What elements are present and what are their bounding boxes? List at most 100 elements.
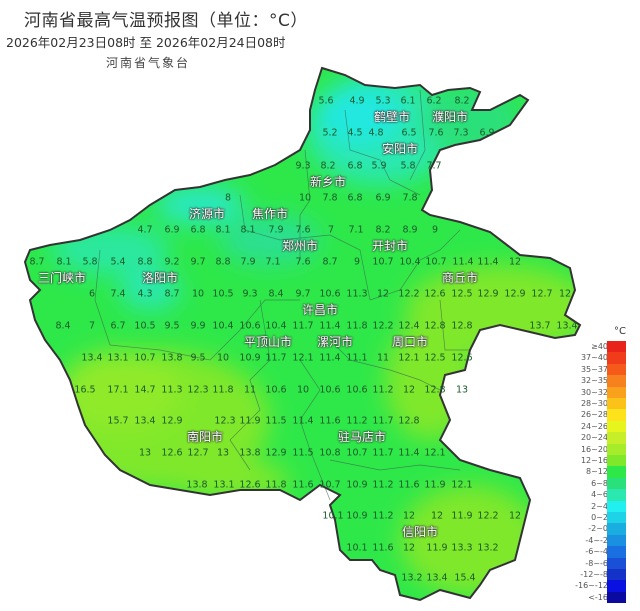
- temperature-value: 12.6: [424, 288, 446, 300]
- temperature-value: 11.5: [265, 415, 287, 427]
- legend-label: 30~32: [580, 387, 608, 397]
- temperature-value: 4.9: [349, 95, 365, 107]
- temperature-value: 10: [296, 384, 310, 396]
- temperature-value: 7.6: [295, 256, 311, 268]
- temperature-value: 13.1: [213, 479, 235, 491]
- temperature-value: 11.9: [424, 479, 446, 491]
- temperature-value: 17.1: [107, 384, 129, 396]
- legend-swatch: [607, 443, 626, 455]
- temperature-value: 9.5: [164, 320, 180, 332]
- temperature-value: 10.7: [346, 447, 368, 459]
- temperature-value: 8: [224, 192, 232, 204]
- temperature-value: 12.2: [372, 320, 394, 332]
- temperature-value: 12.1: [424, 447, 446, 459]
- temperature-value: 7.4: [110, 288, 126, 300]
- temperature-value: 6.9: [479, 127, 495, 139]
- temperature-value: 12.9: [504, 288, 526, 300]
- temperature-value: 10.6: [319, 384, 341, 396]
- temperature-value: 9.2: [164, 256, 180, 268]
- legend-item: 16~20: [570, 443, 634, 455]
- temperature-value: 4.3: [137, 288, 153, 300]
- temperature-value: 5.4: [110, 256, 126, 268]
- temperature-value: 11.6: [372, 542, 394, 554]
- city-label: 三门峡市: [37, 271, 87, 285]
- temperature-value: 11.4: [319, 320, 341, 332]
- temperature-value: 7.9: [240, 256, 256, 268]
- temperature-value: 16.5: [74, 384, 96, 396]
- temperature-value: 12.8: [424, 320, 446, 332]
- city-label: 商丘市: [441, 271, 479, 285]
- legend-label: -12~-8: [580, 570, 608, 579]
- city-label: 安阳市: [381, 142, 419, 156]
- temperature-value: 9.7: [190, 256, 206, 268]
- legend-item: 24~26: [570, 420, 634, 433]
- legend-label: 12~16: [580, 456, 608, 465]
- temperature-value: 11.5: [292, 447, 314, 459]
- legend-swatch: [607, 580, 626, 592]
- legend-swatch: [607, 352, 626, 364]
- temperature-value: 12.6: [451, 352, 473, 364]
- temperature-value: 10.1: [322, 510, 344, 522]
- temperature-value: 12: [402, 384, 416, 396]
- temperature-value: 13: [138, 447, 152, 459]
- city-label: 郑州市: [281, 239, 319, 253]
- temperature-value: 10.5: [212, 288, 234, 300]
- legend-label: -16~-12: [575, 581, 608, 591]
- temperature-value: 12: [402, 542, 416, 554]
- city-label: 新乡市: [309, 175, 347, 189]
- temperature-value: 12.9: [265, 447, 287, 459]
- temperature-value: 6.1: [400, 95, 416, 107]
- temperature-value: 10.4: [399, 256, 421, 268]
- temperature-value: 11.9: [451, 510, 473, 522]
- temperature-value: 7.1: [265, 256, 281, 268]
- temperature-value: 10: [191, 288, 205, 300]
- temperature-value: 12.8: [451, 320, 473, 332]
- legend-item: -16~-12: [570, 580, 634, 592]
- temperature-value: 5.3: [375, 95, 391, 107]
- temperature-value: 10.9: [346, 479, 368, 491]
- temperature-value: 11.3: [346, 288, 368, 300]
- legend-item: -12~-8: [570, 569, 634, 581]
- temperature-value: 4.8: [368, 127, 384, 139]
- temperature-value: 6.8: [347, 160, 363, 172]
- temperature-value: 13.4: [426, 572, 448, 584]
- temperature-value: 6: [88, 288, 96, 300]
- temperature-value: 6.2: [426, 95, 442, 107]
- legend-swatch: [607, 557, 626, 569]
- temperature-value: 15.4: [454, 572, 476, 584]
- legend-label: 16~20: [580, 444, 608, 454]
- temperature-value: 10: [298, 192, 312, 204]
- legend-item: ≥40: [570, 341, 634, 353]
- legend-item: <-16: [570, 591, 634, 604]
- temperature-value: 11.6: [398, 479, 420, 491]
- temperature-value: 10.9: [346, 510, 368, 522]
- temperature-value: 12.7: [531, 288, 553, 300]
- temperature-value: 7.6: [428, 127, 444, 139]
- temperature-value: 10.7: [425, 256, 447, 268]
- temperature-value: 13.8: [239, 447, 261, 459]
- temperature-value: 7.1: [348, 224, 364, 236]
- legend-swatch: [607, 466, 626, 478]
- temperature-value: 5.9: [371, 160, 387, 172]
- temperature-value: 11.8: [346, 320, 368, 332]
- temperature-value: 8.1: [56, 256, 72, 268]
- temperature-value: 11.4: [477, 256, 499, 268]
- legend-item: 2~4: [570, 500, 634, 512]
- legend-label: 32~35: [580, 376, 608, 386]
- temperature-value: 12.8: [424, 384, 446, 396]
- temperature-value: 13.8: [161, 352, 183, 364]
- legend-item: 28~30: [570, 398, 634, 410]
- temperature-value: 5.8: [400, 160, 416, 172]
- temperature-value: 6.7: [110, 320, 126, 332]
- temperature-value: 6.9: [164, 224, 180, 236]
- city-label: 鹤壁市: [373, 110, 411, 124]
- temperature-value: 12.9: [477, 288, 499, 300]
- temperature-value: 8.8: [137, 256, 153, 268]
- temperature-value: 12.3: [187, 384, 209, 396]
- temperature-value: 13: [216, 447, 230, 459]
- temperature-value: 12.5: [451, 288, 473, 300]
- legend-swatch: [607, 546, 626, 558]
- legend-item: 26~28: [570, 409, 634, 421]
- legend-swatch: [607, 512, 626, 524]
- forecast-period: 2026年02月23日08时 至 2026年02月24日08时: [6, 35, 286, 50]
